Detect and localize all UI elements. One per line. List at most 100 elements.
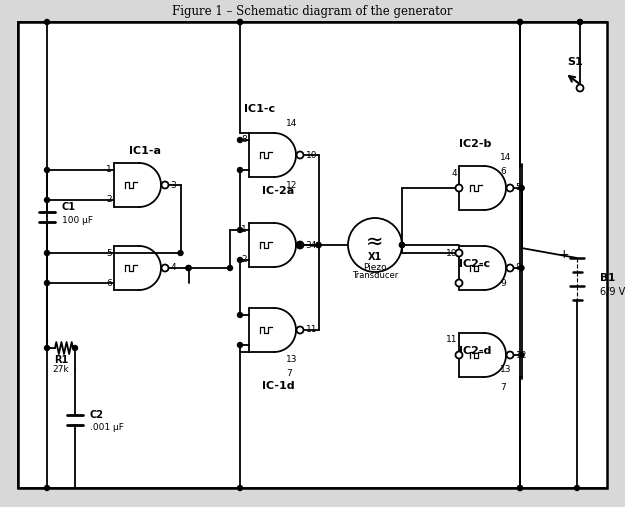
Text: 8: 8 xyxy=(241,135,247,144)
Circle shape xyxy=(238,19,242,24)
Circle shape xyxy=(44,280,49,285)
Circle shape xyxy=(519,266,524,271)
Text: 13: 13 xyxy=(286,355,298,365)
Circle shape xyxy=(456,249,462,257)
Circle shape xyxy=(44,19,49,24)
Circle shape xyxy=(186,266,191,271)
Circle shape xyxy=(238,228,242,233)
Text: 7: 7 xyxy=(500,382,506,391)
Text: 3: 3 xyxy=(171,180,176,190)
Circle shape xyxy=(518,19,522,24)
Text: 1: 1 xyxy=(241,226,247,235)
Text: 13: 13 xyxy=(500,366,511,375)
Text: B1: B1 xyxy=(600,273,615,283)
Circle shape xyxy=(348,218,402,272)
Circle shape xyxy=(161,182,169,189)
Text: 10: 10 xyxy=(446,248,457,258)
Circle shape xyxy=(519,352,524,357)
Circle shape xyxy=(296,241,304,248)
Circle shape xyxy=(399,242,404,247)
Text: IC2-b: IC2-b xyxy=(459,139,491,149)
Text: 10: 10 xyxy=(306,151,317,160)
Text: 11: 11 xyxy=(446,336,457,344)
Text: C2: C2 xyxy=(90,410,104,420)
Circle shape xyxy=(297,242,302,247)
Circle shape xyxy=(519,186,524,191)
Text: 11: 11 xyxy=(306,325,317,335)
Circle shape xyxy=(518,486,522,490)
Circle shape xyxy=(578,19,582,24)
Text: IC1-c: IC1-c xyxy=(244,104,276,114)
Circle shape xyxy=(238,486,242,490)
Circle shape xyxy=(238,19,242,24)
Text: +: + xyxy=(559,247,569,261)
Text: IC-2a: IC-2a xyxy=(262,186,294,196)
Circle shape xyxy=(506,185,514,192)
Text: 6: 6 xyxy=(106,278,112,287)
Text: IC2-d: IC2-d xyxy=(459,346,491,356)
Circle shape xyxy=(296,152,304,159)
Text: Transducer: Transducer xyxy=(352,272,398,280)
Text: 14: 14 xyxy=(286,119,298,127)
Circle shape xyxy=(506,265,514,272)
Circle shape xyxy=(238,312,242,317)
Text: ≈: ≈ xyxy=(366,232,384,252)
Text: 14: 14 xyxy=(500,153,511,162)
Text: 4: 4 xyxy=(171,264,176,272)
Text: 100 µF: 100 µF xyxy=(62,216,93,225)
Circle shape xyxy=(178,250,183,256)
Circle shape xyxy=(44,250,49,256)
Circle shape xyxy=(238,343,242,347)
Text: IC-1d: IC-1d xyxy=(262,381,294,391)
Text: 4: 4 xyxy=(451,168,457,177)
Text: 7: 7 xyxy=(286,370,292,379)
Circle shape xyxy=(574,486,579,490)
Circle shape xyxy=(316,242,321,247)
Circle shape xyxy=(44,167,49,172)
Text: 8: 8 xyxy=(516,264,521,272)
Text: 6: 6 xyxy=(500,166,506,175)
Text: 1: 1 xyxy=(106,165,112,174)
Text: 6/9 V: 6/9 V xyxy=(600,287,625,297)
Text: 27k: 27k xyxy=(52,366,69,375)
Circle shape xyxy=(228,266,232,271)
Circle shape xyxy=(456,279,462,286)
Text: X1: X1 xyxy=(368,252,382,262)
Circle shape xyxy=(456,351,462,358)
Text: 34: 34 xyxy=(306,240,317,249)
Circle shape xyxy=(506,351,514,358)
Circle shape xyxy=(44,198,49,202)
Text: C1: C1 xyxy=(62,201,76,211)
Circle shape xyxy=(296,327,304,334)
Circle shape xyxy=(518,486,522,490)
Text: Piezo: Piezo xyxy=(363,263,387,272)
Circle shape xyxy=(44,486,49,490)
Circle shape xyxy=(238,137,242,142)
Circle shape xyxy=(161,265,169,272)
Circle shape xyxy=(238,167,242,172)
Text: 5: 5 xyxy=(516,184,521,193)
Circle shape xyxy=(399,242,404,247)
Text: IC1-a: IC1-a xyxy=(129,146,161,156)
Circle shape xyxy=(456,185,462,192)
Text: IC2-c: IC2-c xyxy=(459,259,491,269)
Circle shape xyxy=(72,345,78,350)
Circle shape xyxy=(578,19,582,24)
Circle shape xyxy=(519,186,524,191)
Text: 2: 2 xyxy=(106,196,112,204)
Text: .001 µF: .001 µF xyxy=(90,423,124,432)
Circle shape xyxy=(44,345,49,350)
Circle shape xyxy=(576,85,584,91)
Circle shape xyxy=(186,266,191,271)
Text: 12: 12 xyxy=(516,350,527,359)
Text: R1: R1 xyxy=(54,355,68,365)
Circle shape xyxy=(316,242,321,247)
Circle shape xyxy=(297,242,302,247)
Text: 12: 12 xyxy=(286,180,298,190)
Text: 2: 2 xyxy=(241,256,247,265)
Circle shape xyxy=(518,19,522,24)
Text: 5: 5 xyxy=(106,248,112,258)
Circle shape xyxy=(238,258,242,263)
Text: Figure 1 – Schematic diagram of the generator: Figure 1 – Schematic diagram of the gene… xyxy=(172,6,452,18)
Text: S1: S1 xyxy=(567,57,583,67)
